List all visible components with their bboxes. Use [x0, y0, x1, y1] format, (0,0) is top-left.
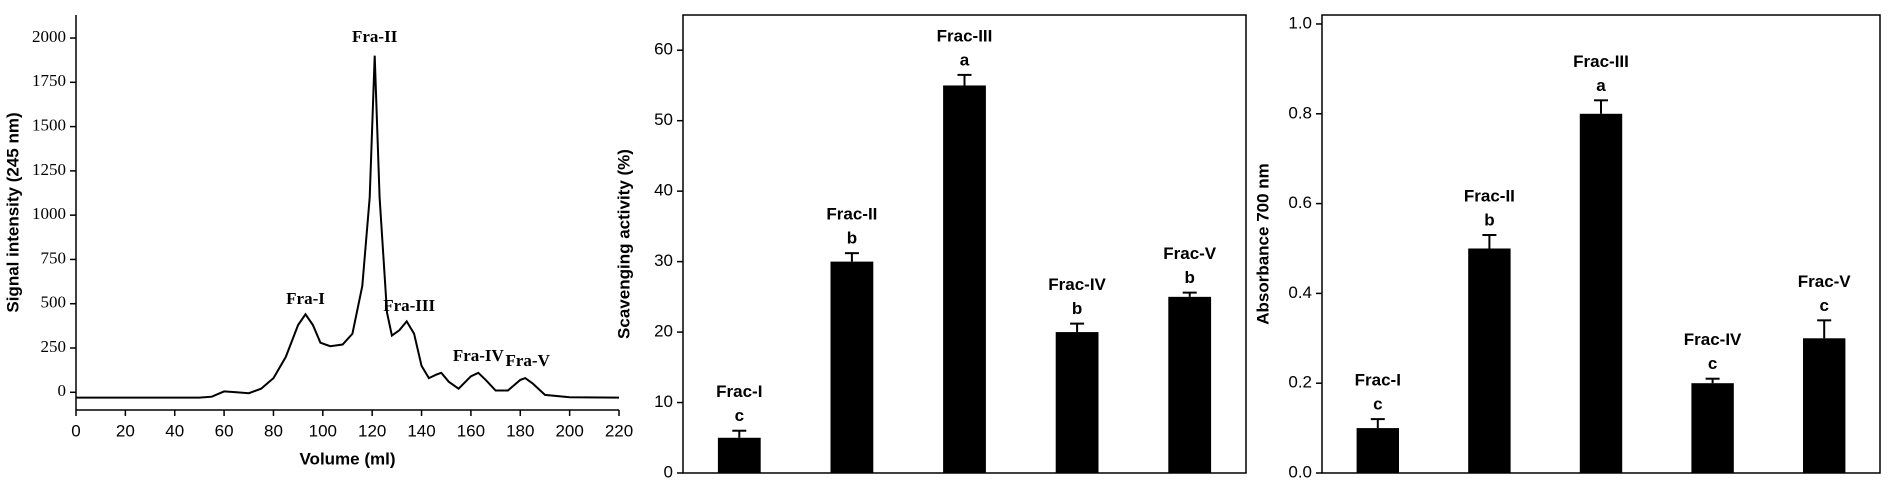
x-tick-label: 40 [165, 421, 184, 440]
peak-label: Fra-I [286, 289, 325, 308]
signal-line [76, 55, 620, 399]
y-tick-label: 0 [664, 462, 673, 481]
y-tick-label: 0.0 [1288, 462, 1312, 481]
category-label: Frac-I [716, 382, 762, 401]
bar [1168, 296, 1212, 473]
significance-letter: b [1484, 211, 1494, 230]
x-tick-label: 20 [116, 421, 135, 440]
x-tick-label: 60 [215, 421, 234, 440]
y-tick-label: 0.8 [1288, 103, 1312, 122]
y-tick-label: 2000 [32, 27, 66, 46]
y-tick-label: 20 [654, 322, 673, 341]
y-tick-label: 750 [41, 248, 67, 267]
x-tick-label: 140 [407, 421, 435, 440]
y-tick-label: 1.0 [1288, 13, 1312, 32]
bar [1802, 338, 1846, 473]
bar [943, 85, 986, 473]
y-tick-label: 50 [654, 110, 673, 129]
y-tick-label: 0.6 [1288, 193, 1312, 212]
category-label: Frac-IV [1048, 275, 1106, 294]
category-label: Frac-II [1464, 187, 1515, 206]
x-tick-label: 220 [605, 421, 633, 440]
peak-label: Fra-IV [453, 346, 505, 365]
y-axis-label: Scavenging activity (%) [614, 149, 633, 339]
y-tick-label: 0.4 [1288, 283, 1312, 302]
bar [717, 437, 761, 473]
x-tick-label: 160 [457, 421, 485, 440]
x-tick-label: 100 [309, 421, 337, 440]
significance-letter: b [1072, 299, 1082, 318]
x-tick-label: 180 [506, 421, 534, 440]
y-tick-label: 1750 [32, 71, 66, 90]
y-tick-label: 60 [654, 40, 673, 59]
y-tick-label: 1250 [32, 160, 66, 179]
significance-letter: c [1708, 354, 1717, 373]
significance-letter: c [1819, 296, 1828, 315]
y-axis-label: Signal intensity (245 nm) [3, 112, 22, 312]
y-tick-label: 0 [58, 381, 67, 400]
category-label: Frac-III [937, 26, 993, 45]
category-label: Frac-V [1163, 244, 1217, 263]
y-tick-label: 1500 [32, 115, 66, 134]
x-tick-label: 200 [555, 421, 583, 440]
bar [1579, 113, 1623, 474]
bar [1055, 332, 1099, 473]
y-tick-label: 40 [654, 181, 673, 200]
bar [1691, 383, 1734, 473]
x-axis-label: Volume (ml) [299, 449, 395, 468]
significance-letter: c [735, 406, 744, 425]
peak-label: Fra-II [352, 27, 398, 46]
significance-letter: a [960, 50, 970, 69]
peak-label: Fra-V [505, 351, 550, 370]
significance-letter: c [1373, 395, 1382, 414]
x-tick-label: 120 [358, 421, 386, 440]
x-tick-label: 80 [264, 421, 283, 440]
category-label: Frac-III [1573, 52, 1629, 71]
y-tick-label: 1000 [32, 204, 66, 223]
y-tick-label: 30 [654, 251, 673, 270]
y-axis-label: Absorbance 700 nm [1253, 163, 1272, 325]
y-tick-label: 500 [41, 293, 67, 312]
category-label: Frac-IV [1684, 330, 1742, 349]
y-tick-label: 250 [41, 337, 67, 356]
bar [1356, 428, 1400, 473]
category-label: Frac-I [1355, 371, 1401, 390]
category-label: Frac-V [1798, 272, 1852, 291]
significance-letter: b [1185, 268, 1195, 287]
y-tick-label: 10 [654, 392, 673, 411]
category-label: Frac-II [826, 205, 877, 224]
bar [830, 261, 874, 473]
significance-letter: a [1596, 76, 1606, 95]
significance-letter: b [847, 229, 857, 248]
y-tick-label: 0.2 [1288, 373, 1312, 392]
x-tick-label: 0 [71, 421, 80, 440]
bar [1468, 248, 1511, 473]
peak-label: Fra-III [383, 296, 435, 315]
